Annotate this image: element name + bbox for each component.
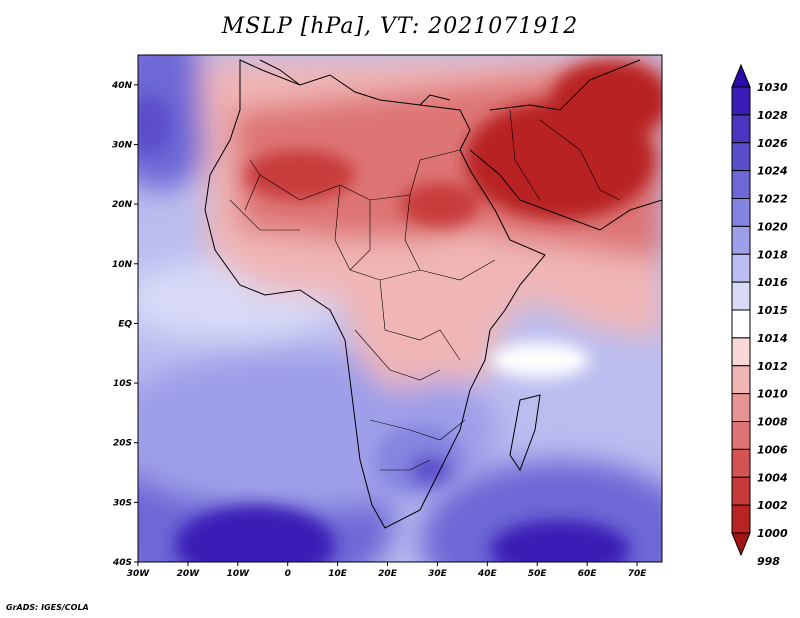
lon-tick-label: 50E [528,569,548,579]
colorbar-label: 1010 [757,388,788,401]
colorbar-swatch [731,281,751,311]
colorbar-swatch [731,225,751,255]
lat-tick-label: EQ [118,319,132,329]
pressure-field [138,55,662,562]
lat-tick-label: 20N [112,200,133,210]
colorbar-swatch [731,86,751,116]
lon-tick-label: 0 [285,569,291,579]
colorbar-label: 1030 [757,81,788,94]
colorbar-swatch [731,142,751,172]
colorbar-swatch [731,448,751,478]
credit-text: GrADS: IGES/COLA [6,603,89,612]
longitude-axis: 30W 20W 10W 0 10E 20E 30E 40E 50E 60E 70E [127,562,647,579]
colorbar-label: 1000 [757,527,788,540]
colorbar-label: 1016 [757,276,788,289]
colorbar-bottom-arrow [731,532,751,557]
colorbar-swatch [731,198,751,227]
lon-tick-label: 20W [177,569,201,579]
lon-tick-label: 30W [127,569,151,579]
lat-tick-label: 10S [113,379,132,389]
colorbar-label: 1008 [757,416,788,429]
lon-tick-label: 70E [628,569,648,579]
colorbar-label: 1006 [757,443,788,456]
colorbar-label: 1028 [757,109,788,122]
colorbar-label: 1026 [757,137,788,150]
colorbar-swatch [731,114,751,144]
colorbar-label: 1014 [757,332,788,345]
colorbar-label: 1022 [757,193,788,206]
colorbar-label: 1002 [757,499,788,512]
lat-tick-label: 40S [112,558,132,568]
plot-frame [137,54,663,563]
lon-tick-label: 40E [477,569,498,579]
colorbar-label: 1015 [757,304,788,317]
lat-tick-label: 10N [112,260,133,270]
lat-tick-label: 40N [111,81,133,91]
lat-tick-label: 30S [113,498,132,508]
colorbar-swatch [731,253,751,283]
colorbar-swatch [731,393,751,422]
latitude-axis: 40N 30N 20N 10N EQ 10S 20S 30S 40S [111,81,138,568]
colorbar-swatch [731,421,751,450]
colorbar-swatch [731,365,751,395]
lon-tick-label: 10W [227,569,251,579]
colorbar-label: 1004 [757,471,788,484]
colorbar-label: 1012 [757,360,788,373]
country-borders [229,109,621,471]
lat-tick-label: 20S [113,439,132,449]
coastlines [204,59,662,529]
lon-tick-label: 30E [428,569,448,579]
lon-tick-label: 10E [328,569,348,579]
colorbar-swatch [731,309,751,339]
colorbar-label: 1018 [757,248,788,261]
colorbar-swatch [731,504,751,534]
lon-tick-label: 20E [378,569,398,579]
colorbar-label: 1020 [757,220,788,233]
map-title: MSLP [hPa], VT: 2021071912 [221,14,579,39]
colorbar-label: 1024 [757,165,788,178]
lon-tick-label: 60E [578,569,598,579]
colorbar-swatch [731,170,751,199]
colorbar-top-arrow [731,63,751,88]
colorbar-swatch [731,476,751,506]
lat-tick-label: 30N [112,140,133,150]
colorbar-swatch [731,337,751,367]
colorbar-label: 998 [757,555,780,568]
